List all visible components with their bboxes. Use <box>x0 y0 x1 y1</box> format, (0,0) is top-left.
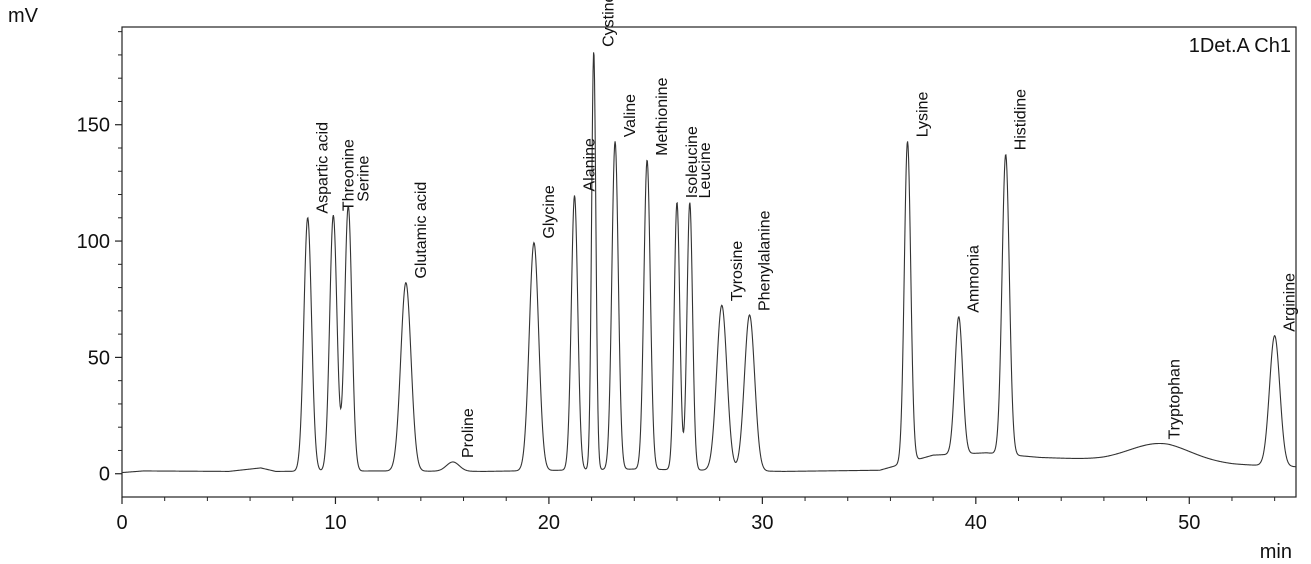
y-axis-unit: mV <box>8 5 39 27</box>
peak-label-proline: Proline <box>460 408 477 458</box>
peak-label-tyrosine: Tyrosine <box>729 241 746 302</box>
y-tick-label: 50 <box>88 347 110 369</box>
peak-label-cystine: Cystine <box>601 0 618 47</box>
peak-label-leucine: Leucine <box>697 142 714 198</box>
peak-label-serine: Serine <box>355 155 372 201</box>
plot-frame <box>121 26 1297 498</box>
y-tick-label: 100 <box>77 231 110 253</box>
peak-label-histidine: Histidine <box>1013 89 1030 150</box>
x-axis-unit: min <box>1260 541 1292 563</box>
peak-label-threonine: Threonine <box>340 139 357 211</box>
x-tick-label: 20 <box>538 512 560 534</box>
trace-layer <box>121 52 1297 474</box>
peak-label-phenylalanine: Phenylalanine <box>757 210 774 311</box>
channel-label: 1Det.A Ch1 <box>1189 35 1291 57</box>
peak-label-tryptophan: Tryptophan <box>1166 359 1183 439</box>
peak-label-aspartic-acid: Aspartic acid <box>315 122 332 214</box>
peak-label-arginine: Arginine <box>1282 273 1299 332</box>
peak-label-glutamic-acid: Glutamic acid <box>413 182 430 279</box>
x-tick-label: 10 <box>324 512 346 534</box>
peak-label-lysine: Lysine <box>915 92 932 138</box>
peak-label-alanine: Alanine <box>582 138 599 191</box>
peak-label-methionine: Methionine <box>654 77 671 155</box>
x-tick-label: 40 <box>965 512 987 534</box>
y-tick-label: 0 <box>99 464 110 486</box>
x-tick-label: 50 <box>1178 512 1200 534</box>
y-tick-label: 150 <box>77 115 110 137</box>
axes: 0 10 20 30 40 50 0 50 100 150 <box>77 26 1297 534</box>
peak-label-ammonia: Ammonia <box>966 245 983 313</box>
peak-label-glycine: Glycine <box>541 185 558 238</box>
chromatogram-trace <box>121 52 1297 474</box>
peak-label-isoleucine: Isoleucine <box>684 126 701 198</box>
x-tick-label: 0 <box>116 512 127 534</box>
peak-label-valine: Valine <box>622 94 639 137</box>
x-tick-label: 30 <box>751 512 773 534</box>
